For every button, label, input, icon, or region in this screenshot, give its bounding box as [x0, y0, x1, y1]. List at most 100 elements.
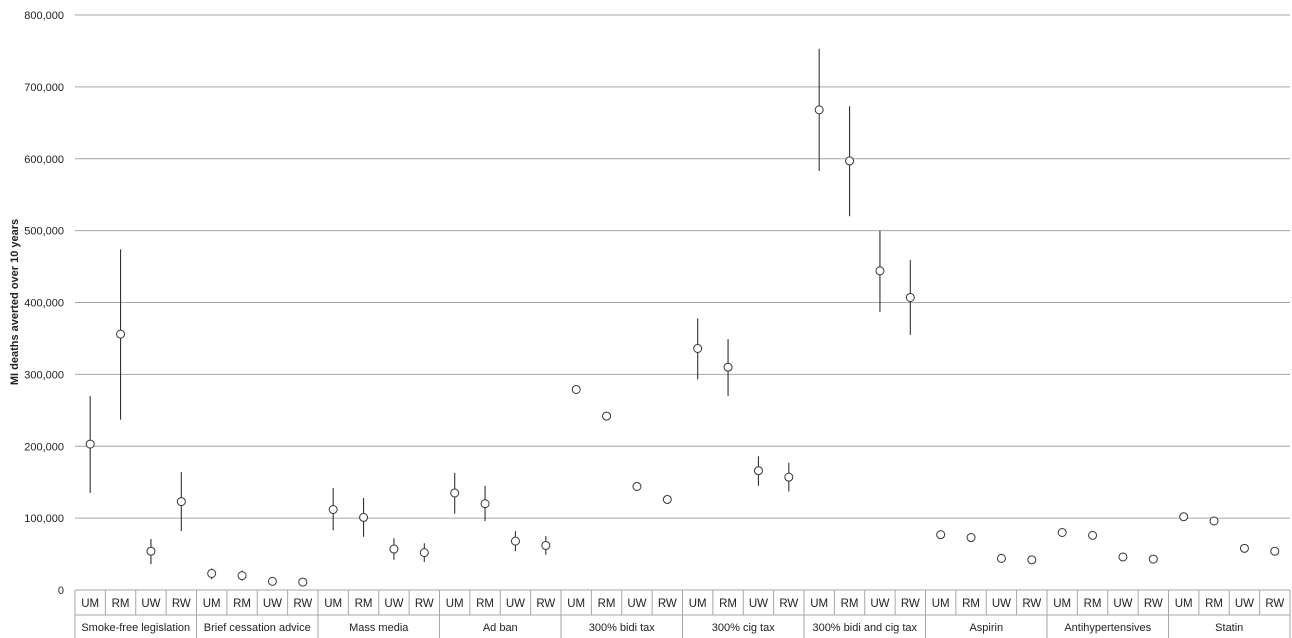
data-point [814, 105, 824, 115]
x-subcategory-label: UW [1113, 598, 1132, 610]
data-point [875, 266, 885, 276]
data-point [359, 512, 369, 522]
x-group-label: 300% bidi tax [589, 622, 656, 634]
x-subcategory-label: RW [536, 598, 555, 610]
data-point [146, 546, 156, 556]
x-subcategory-label: UM [932, 598, 950, 610]
x-subcategory-label: RM [233, 598, 251, 610]
y-tick-label: 200,000 [24, 441, 64, 453]
x-subcategory-label: UM [1175, 598, 1193, 610]
x-group-label: 300% bidi and cig tax [812, 622, 917, 634]
x-subcategory-label: UW [627, 598, 646, 610]
data-point [784, 472, 794, 482]
data-point [1239, 543, 1249, 553]
x-subcategory-label: RW [901, 598, 920, 610]
data-point [693, 344, 703, 353]
data-point [1179, 512, 1189, 522]
x-subcategory-label: UM [689, 598, 707, 610]
x-subcategory-label: UW [141, 598, 160, 610]
x-subcategory-label: RW [658, 598, 677, 610]
data-point [450, 488, 460, 498]
y-tick-label: 800,000 [24, 10, 64, 22]
y-tick-label: 300,000 [24, 369, 64, 381]
x-group-label: Smoke-free legislation [81, 622, 190, 634]
data-point [419, 548, 429, 558]
data-point [753, 466, 763, 476]
x-subcategory-label: UW [992, 598, 1011, 610]
data-point [389, 544, 399, 554]
x-subcategory-label: UM [810, 598, 828, 610]
data-point [207, 568, 217, 578]
x-group-label: Antihypertensives [1064, 622, 1151, 634]
x-subcategory-label: UM [567, 598, 585, 610]
x-subcategory-label: RM [112, 598, 130, 610]
x-subcategory-label: RW [1022, 598, 1041, 610]
x-subcategory-label: UW [384, 598, 403, 610]
y-tick-label: 500,000 [24, 226, 64, 238]
data-point [845, 156, 855, 166]
data-point [541, 540, 551, 550]
data-point [966, 533, 976, 543]
data-point [1270, 546, 1280, 556]
data-point [662, 494, 672, 504]
x-subcategory-label: RM [841, 598, 859, 610]
x-subcategory-label: RW [779, 598, 798, 610]
data-point [1057, 528, 1067, 537]
y-tick-label: 100,000 [24, 513, 64, 525]
grid [75, 14, 1290, 591]
data-point [267, 576, 277, 586]
x-subcategory-label: UM [203, 598, 221, 610]
x-subcategory-label: RW [415, 598, 434, 610]
x-subcategory-label: RM [1084, 598, 1102, 610]
x-subcategory-label: RW [1265, 598, 1284, 610]
x-subcategory-label: RW [1144, 598, 1163, 610]
x-group-label: Ad ban [483, 622, 518, 634]
x-subcategory-label: UW [263, 598, 282, 610]
data-point [510, 536, 520, 546]
data-point [723, 362, 733, 372]
x-subcategory-label: UW [870, 598, 889, 610]
data-point [298, 577, 308, 587]
data-point [85, 439, 95, 449]
data-point [936, 530, 946, 540]
data-point [1148, 554, 1158, 564]
x-group-label: Mass media [349, 622, 409, 634]
data-point [905, 292, 915, 302]
y-tick-label: 700,000 [24, 82, 64, 94]
y-tick-label: 600,000 [24, 154, 64, 166]
data-point [480, 499, 490, 509]
data-point [632, 482, 642, 491]
data-point [176, 497, 186, 507]
x-subcategory-label: UM [81, 598, 99, 610]
x-subcategory-label: UW [749, 598, 768, 610]
x-axis: UM RM UW RW Smoke-free legislation UM RM UW RW Br… [74, 589, 1291, 638]
x-subcategory-label: RM [1205, 598, 1223, 610]
x-subcategory-label: UM [1053, 598, 1071, 610]
x-subcategory-label: RM [962, 598, 980, 610]
data-point [1088, 530, 1098, 540]
data-point [1027, 555, 1037, 565]
y-tick-label: 400,000 [24, 298, 64, 310]
x-subcategory-label: UW [1235, 598, 1254, 610]
data-point [1209, 516, 1219, 526]
x-group-label: Brief cessation advice [204, 622, 311, 634]
x-group-label: 300% cig tax [712, 622, 775, 634]
data-points [85, 48, 1280, 587]
x-subcategory-label: RW [293, 598, 312, 610]
data-point [1118, 552, 1128, 562]
x-subcategory-label: UM [446, 598, 464, 610]
x-subcategory-label: UM [324, 598, 342, 610]
y-axis-ticks: 0 100,000 200,000 300,000 400,000 500,000 600,… [24, 10, 64, 597]
x-subcategory-label: RW [172, 598, 191, 610]
data-point [328, 505, 338, 514]
x-subcategory-label: UW [506, 598, 525, 610]
x-subcategory-label: RM [719, 598, 737, 610]
x-group-label: Aspirin [969, 622, 1003, 634]
y-tick-label: 0 [58, 585, 64, 597]
x-subcategory-label: RM [598, 598, 616, 610]
x-subcategory-label: RM [355, 598, 373, 610]
data-point [116, 329, 126, 339]
x-group-label: Statin [1215, 622, 1243, 634]
x-subcategory-label: RM [476, 598, 494, 610]
y-axis-label: MI deaths averted over 10 years [9, 219, 21, 385]
